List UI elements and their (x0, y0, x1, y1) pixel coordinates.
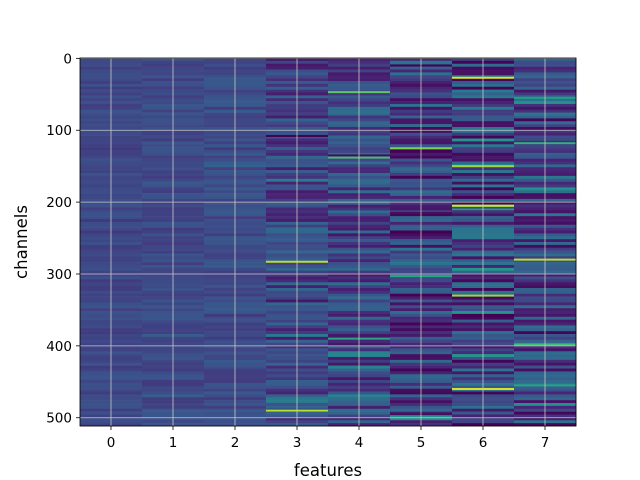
x-axis-ticks: 0 1 2 3 4 5 6 7 (107, 426, 550, 451)
y-tick-label: 0 (63, 51, 72, 67)
x-tick-label: 4 (355, 435, 364, 451)
x-axis-label: features (294, 461, 362, 480)
y-tick-label: 100 (46, 123, 72, 139)
y-tick-label: 400 (46, 339, 72, 355)
y-tick-label: 500 (46, 411, 72, 427)
y-axis-ticks: 0 100 200 300 400 500 (46, 51, 80, 427)
y-tick-label: 200 (46, 195, 72, 211)
plot-frame (79, 57, 577, 427)
y-axis-label: channels (12, 205, 31, 279)
x-tick-label: 5 (417, 435, 426, 451)
x-tick-label: 3 (293, 435, 302, 451)
x-tick-label: 0 (107, 435, 116, 451)
x-tick-label: 7 (541, 435, 550, 451)
grid-lines (80, 57, 576, 426)
x-tick-label: 2 (231, 435, 240, 451)
x-tick-label: 6 (479, 435, 488, 451)
heatmap-cells (80, 58, 577, 427)
y-tick-label: 300 (46, 267, 72, 283)
x-tick-label: 1 (169, 435, 178, 451)
